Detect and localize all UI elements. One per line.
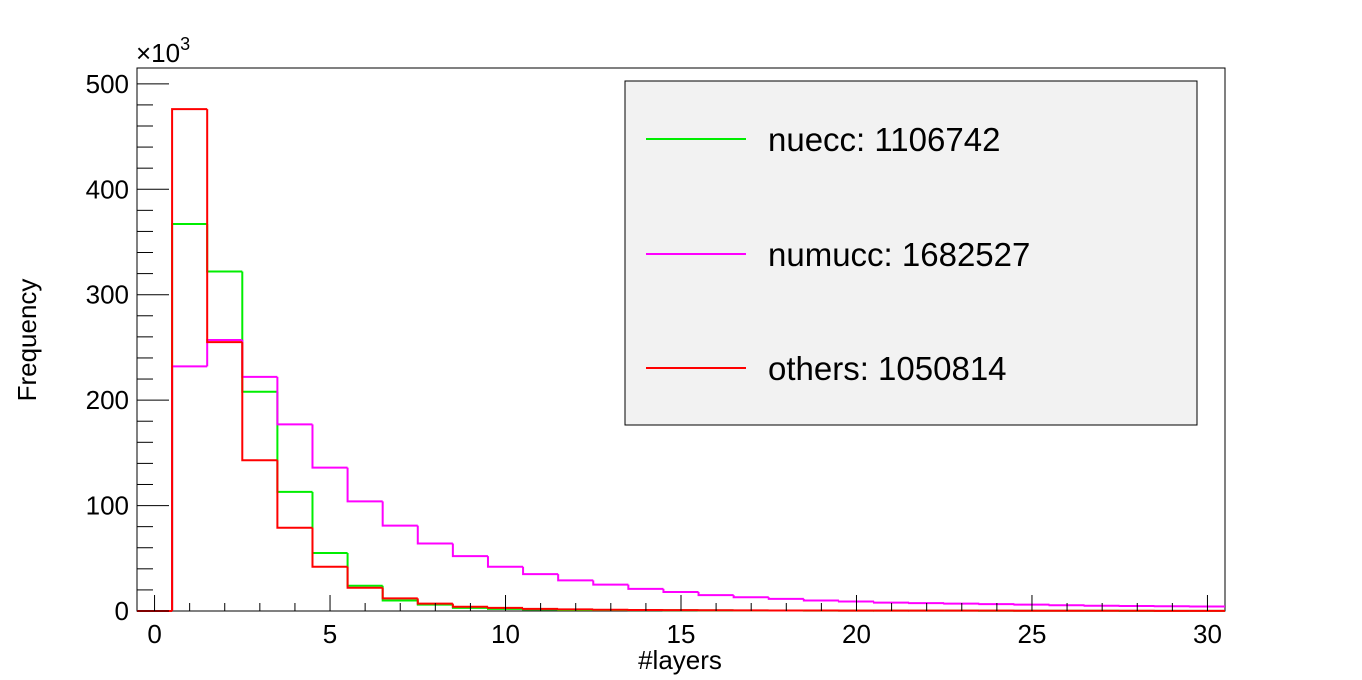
bin-numucc-15 [662, 588, 699, 594]
x-tick-label: 30 [1193, 619, 1222, 649]
x-tick-label: 20 [842, 619, 871, 649]
bin-others-5 [311, 527, 348, 568]
bin-others-12 [557, 608, 594, 611]
legend-label-numucc: numucc: 1682527 [768, 236, 1030, 273]
bin-others-6 [346, 566, 383, 589]
y-tick-label: 300 [86, 280, 129, 310]
bin-others-7 [381, 587, 418, 600]
bin-numucc-26 [1048, 604, 1085, 607]
bin-numucc-4 [276, 376, 313, 426]
bin-numucc-21 [873, 601, 910, 604]
x-tick-label: 10 [491, 619, 520, 649]
bin-others-1 [171, 108, 208, 611]
bin-nuecc-4 [276, 391, 313, 493]
x-axis-label: #layers [638, 645, 722, 675]
bin-others-3 [241, 342, 278, 462]
bin-numucc-14 [627, 584, 664, 590]
bin-numucc-8 [416, 525, 453, 545]
bin-numucc-11 [522, 566, 559, 576]
bin-numucc-25 [1013, 603, 1050, 606]
legend-label-nuecc: nuecc: 1106742 [768, 121, 1000, 158]
bin-numucc-20 [837, 600, 875, 603]
bin-others-8 [416, 598, 453, 605]
y-tick-label: 200 [86, 385, 129, 415]
x-tick-label: 15 [667, 619, 696, 649]
bin-numucc-6 [346, 467, 383, 503]
bin-numucc-9 [451, 543, 488, 558]
bin-numucc-10 [486, 556, 524, 568]
y-multiplier: ×103 [136, 34, 190, 68]
bin-others-2 [206, 109, 243, 344]
y-multiplier-base: ×10 [136, 38, 180, 68]
bin-numucc-17 [732, 595, 769, 599]
x-tick-label: 0 [147, 619, 161, 649]
bin-others-9 [451, 603, 488, 608]
y-axis-label: Frequency [12, 279, 42, 402]
series-others [137, 108, 1225, 612]
bin-nuecc-1 [171, 223, 208, 611]
legend-label-others: others: 1050814 [768, 350, 1007, 387]
bin-nuecc-2 [206, 224, 243, 273]
bin-numucc-13 [592, 580, 629, 586]
y-multiplier-exponent: 3 [180, 34, 190, 54]
bin-numucc-1 [171, 365, 208, 611]
y-tick-label: 400 [86, 174, 129, 204]
x-tick-label: 25 [1018, 619, 1047, 649]
bin-others-11 [522, 607, 559, 610]
bin-numucc-24 [978, 603, 1015, 606]
bin-nuecc-3 [241, 271, 278, 393]
bin-numucc-18 [767, 597, 804, 600]
bin-numucc-2 [206, 339, 243, 367]
y-tick-label: 500 [86, 69, 129, 99]
y-tick-label: 0 [115, 596, 129, 626]
bin-numucc-5 [311, 424, 348, 469]
bin-numucc-3 [241, 340, 278, 378]
x-tick-label: 5 [323, 619, 337, 649]
bin-nuecc-5 [311, 491, 348, 555]
bin-numucc-23 [943, 602, 980, 605]
legend: nuecc: 1106742 numucc: 1682527 others: 1… [624, 80, 1198, 426]
bin-numucc-19 [802, 598, 839, 602]
bin-nuecc-6 [346, 553, 383, 587]
series-layer [137, 108, 1225, 612]
bin-numucc-16 [697, 592, 734, 597]
bin-numucc-22 [908, 602, 945, 605]
bin-numucc-27 [1083, 604, 1120, 607]
bin-numucc-7 [381, 501, 418, 527]
bin-others-10 [486, 606, 524, 609]
y-tick-label: 100 [86, 491, 129, 521]
bin-others-4 [276, 460, 313, 529]
bin-numucc-12 [557, 574, 594, 582]
